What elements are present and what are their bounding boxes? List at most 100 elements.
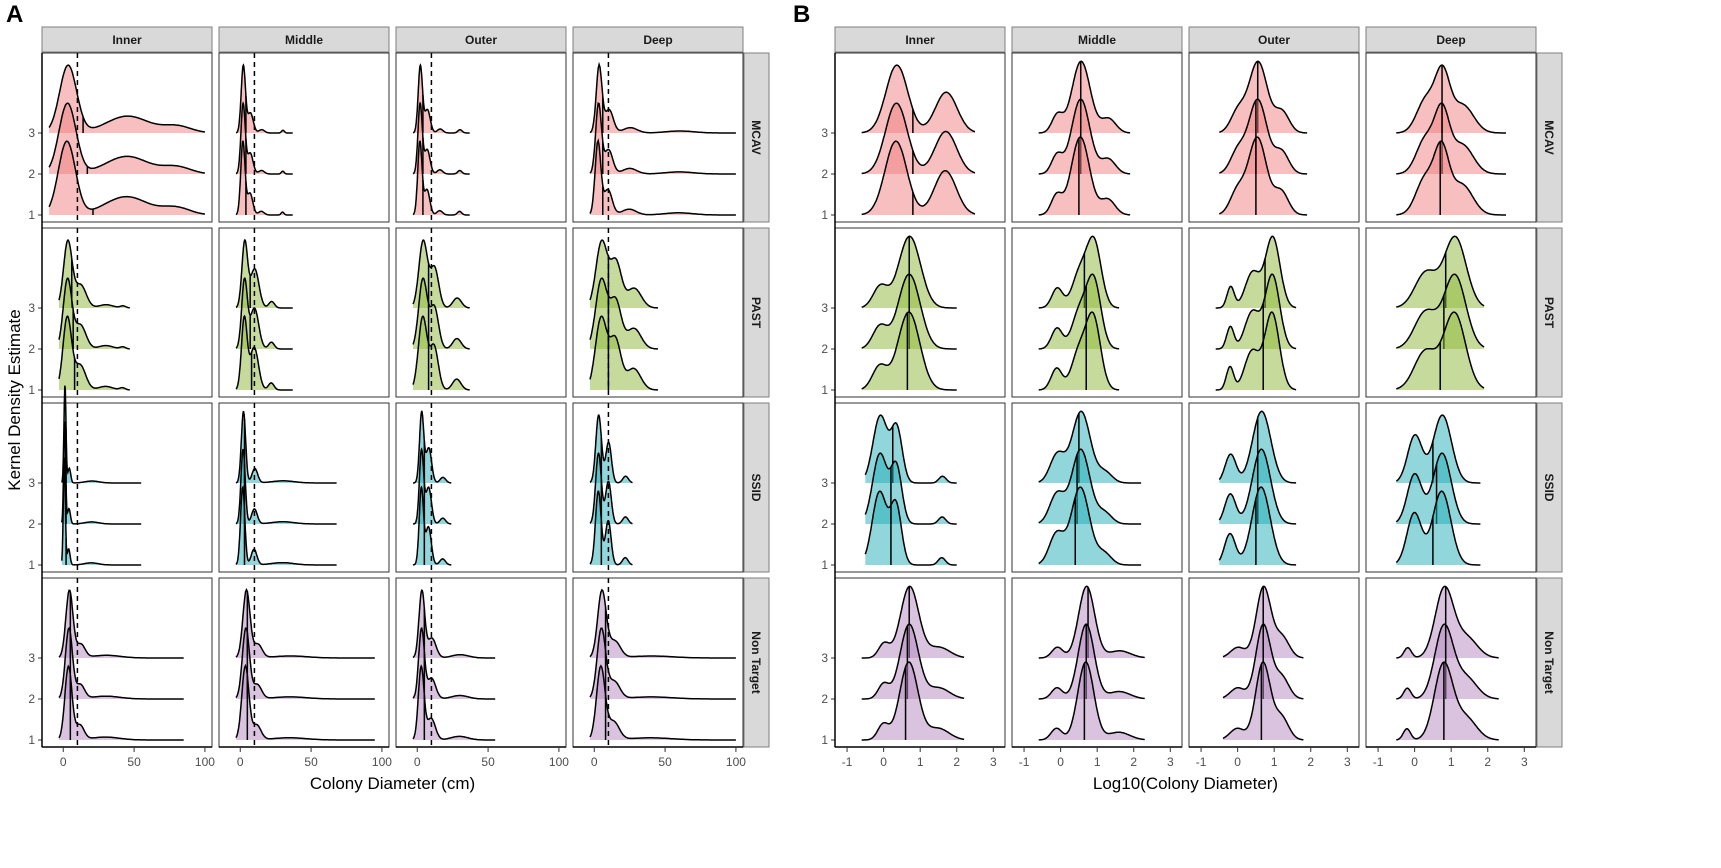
x-tick-label: 100 — [549, 755, 569, 769]
y-tick-label: 1 — [821, 558, 828, 572]
x-axis-title: Log10(Colony Diameter) — [1093, 774, 1278, 793]
row-strip-label: Non Target — [1542, 631, 1556, 693]
y-tick-label: 2 — [28, 692, 35, 706]
ridge-line-3 — [861, 64, 976, 134]
x-tick-label: 3 — [990, 755, 997, 769]
ridge-line-2 — [861, 623, 965, 700]
y-tick-label: 2 — [28, 517, 35, 531]
ridge-fill-1 — [1038, 312, 1120, 390]
ridge-line-1 — [235, 485, 337, 566]
x-tick-label: 50 — [658, 755, 672, 769]
ridges-group — [412, 589, 496, 741]
ridge-fill-3 — [413, 65, 470, 133]
x-tick-label: -1 — [1019, 755, 1030, 769]
ridge-line-2 — [864, 452, 957, 525]
y-tick-label: 1 — [821, 733, 828, 747]
ridge-fill-1 — [590, 140, 736, 215]
x-tick-label: 0 — [1057, 755, 1064, 769]
row-strip — [1536, 402, 1563, 573]
ridge-fill-3 — [1219, 61, 1308, 133]
ridge-line-3 — [861, 585, 965, 659]
y-tick-label: 3 — [821, 301, 828, 315]
x-tick-label: 1 — [1094, 755, 1101, 769]
ridge-line-2 — [412, 277, 470, 350]
ridge-line-1 — [589, 138, 736, 216]
ridges-group — [1038, 60, 1131, 216]
ridges-group — [1038, 585, 1145, 741]
ridge-line-3 — [1395, 414, 1481, 484]
ridge-line-2 — [58, 626, 184, 700]
row-strip-label: Non Target — [749, 631, 763, 693]
x-tick-label: 0 — [880, 755, 887, 769]
y-axis-title: Kernel Density Estimate — [5, 309, 24, 490]
column-strip-label: Middle — [1078, 33, 1116, 47]
x-tick-label: 0 — [237, 755, 244, 769]
ridges-group — [1219, 60, 1308, 216]
ridges-group — [589, 414, 633, 566]
ridge-line-3 — [235, 63, 293, 134]
ridge-line-2 — [1219, 98, 1308, 175]
ridge-line-1 — [861, 140, 976, 216]
ridges-group — [589, 239, 658, 391]
row-strip — [1536, 577, 1563, 748]
ridge-fill-1 — [1396, 141, 1507, 215]
ridges-group — [235, 588, 375, 741]
ridge-fill-1 — [49, 141, 205, 215]
ridge-line-2 — [861, 102, 976, 175]
ridge-fill-3 — [1396, 586, 1499, 658]
ridge-line-2 — [1222, 623, 1304, 700]
ridge-line-1 — [412, 315, 470, 391]
y-tick-label: 2 — [821, 517, 828, 531]
ridges-group — [1222, 585, 1304, 741]
ridge-line-1 — [58, 664, 184, 741]
ridge-line-2 — [412, 447, 452, 525]
facet-panel — [218, 402, 390, 573]
ridge-fill-1 — [1219, 487, 1297, 565]
row-strip-label: PAST — [749, 297, 763, 329]
ridge-fill-3 — [1396, 415, 1481, 483]
column-strip — [41, 26, 213, 53]
ridge-fill-1 — [236, 665, 375, 740]
column-strip — [1011, 26, 1183, 53]
ridge-line-2 — [412, 626, 496, 700]
y-tick-label: 1 — [28, 208, 35, 222]
x-tick-label: 2 — [953, 755, 960, 769]
x-tick-label: -1 — [1373, 755, 1384, 769]
ridge-line-1 — [589, 315, 658, 391]
ridge-fill-2 — [413, 278, 470, 349]
ridge-fill-1 — [865, 491, 957, 565]
ridge-fill-1 — [861, 141, 976, 215]
ridge-line-1 — [58, 315, 130, 391]
y-tick-label: 1 — [28, 558, 35, 572]
x-tick-label: 50 — [127, 755, 141, 769]
ridge-fill-1 — [1396, 662, 1499, 740]
column-strip-label: Deep — [1436, 33, 1465, 47]
column-strip-label: Inner — [905, 33, 935, 47]
column-strip-label: Middle — [285, 33, 323, 47]
ridges-group — [235, 63, 293, 216]
ridge-line-1 — [412, 664, 496, 741]
x-tick-label: 1 — [917, 755, 924, 769]
x-tick-label: 3 — [1521, 755, 1528, 769]
ridge-line-2 — [589, 452, 633, 525]
ridge-line-2 — [61, 421, 142, 525]
x-tick-label: 0 — [1234, 755, 1241, 769]
ridge-fill-2 — [590, 103, 736, 174]
ridges-group — [864, 414, 957, 566]
ridge-line-2 — [412, 101, 470, 175]
ridge-fill-1 — [1396, 491, 1481, 565]
ridges-group — [61, 385, 142, 566]
ridge-line-3 — [1396, 235, 1485, 308]
ridges-group — [861, 64, 976, 216]
x-tick-label: 0 — [60, 755, 67, 769]
x-tick-label: 1 — [1271, 755, 1278, 769]
x-tick-label: 1 — [1448, 755, 1455, 769]
ridge-line-3 — [235, 238, 293, 309]
ridges-group — [589, 588, 736, 741]
y-tick-label: 3 — [28, 651, 35, 665]
x-tick-label: 0 — [414, 755, 421, 769]
ridge-line-3 — [235, 410, 337, 484]
ridge-fill-3 — [1038, 236, 1120, 308]
ridges-group — [861, 585, 965, 741]
row-strip-label: MCAV — [1542, 120, 1556, 154]
